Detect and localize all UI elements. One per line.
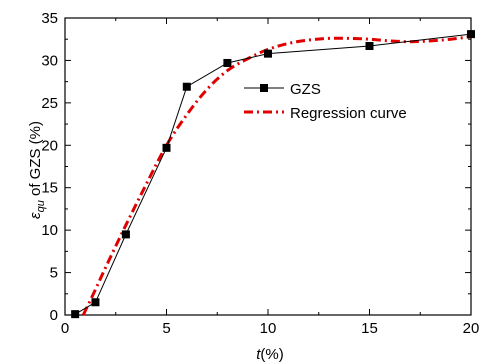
gzs-data-point <box>264 49 272 58</box>
gzs-series-line <box>74 33 472 315</box>
plot-border <box>64 17 472 316</box>
legend-gzs-label: GZS <box>290 81 321 98</box>
x-tick-label: 20 <box>463 320 480 337</box>
y-tick-label: 0 <box>50 307 58 324</box>
y-tick-label: 10 <box>41 222 58 239</box>
gzs-data-point <box>365 42 374 51</box>
regression-curve-line <box>81 35 472 316</box>
tick-labels: 0 5 10 15 20 0 5 10 15 20 25 30 35 <box>41 10 479 337</box>
y-tick-label: 30 <box>41 52 58 69</box>
x-tick-label: 5 <box>162 320 170 337</box>
x-tick-label: 0 <box>61 320 69 337</box>
gzs-data-point <box>182 82 191 91</box>
y-axis-label: εqu of GZS (%) <box>27 121 47 219</box>
legend-regression-label: Regression curve <box>290 105 407 122</box>
y-tick-label: 25 <box>41 95 58 112</box>
gzs-data-point <box>91 298 100 307</box>
legend-gzs-marker <box>260 84 268 92</box>
gzs-data-point <box>467 30 475 39</box>
gzs-data-point <box>71 310 80 319</box>
gzs-data-point <box>121 230 130 239</box>
y-tick-label: 35 <box>41 10 58 27</box>
x-tick-label: 10 <box>260 320 277 337</box>
plot-frame <box>64 17 472 316</box>
axis-ticks <box>64 17 472 316</box>
legend: GZS Regression curve <box>244 81 407 122</box>
y-tick-label: 15 <box>41 180 58 197</box>
y-tick-label: 5 <box>50 265 58 282</box>
y-tick-label: 20 <box>41 137 58 154</box>
x-axis-label: t(%) <box>256 346 284 363</box>
x-tick-label: 15 <box>361 320 378 337</box>
series-layer <box>71 30 475 319</box>
gzs-data-point <box>162 143 171 152</box>
gzs-data-point <box>223 58 232 67</box>
